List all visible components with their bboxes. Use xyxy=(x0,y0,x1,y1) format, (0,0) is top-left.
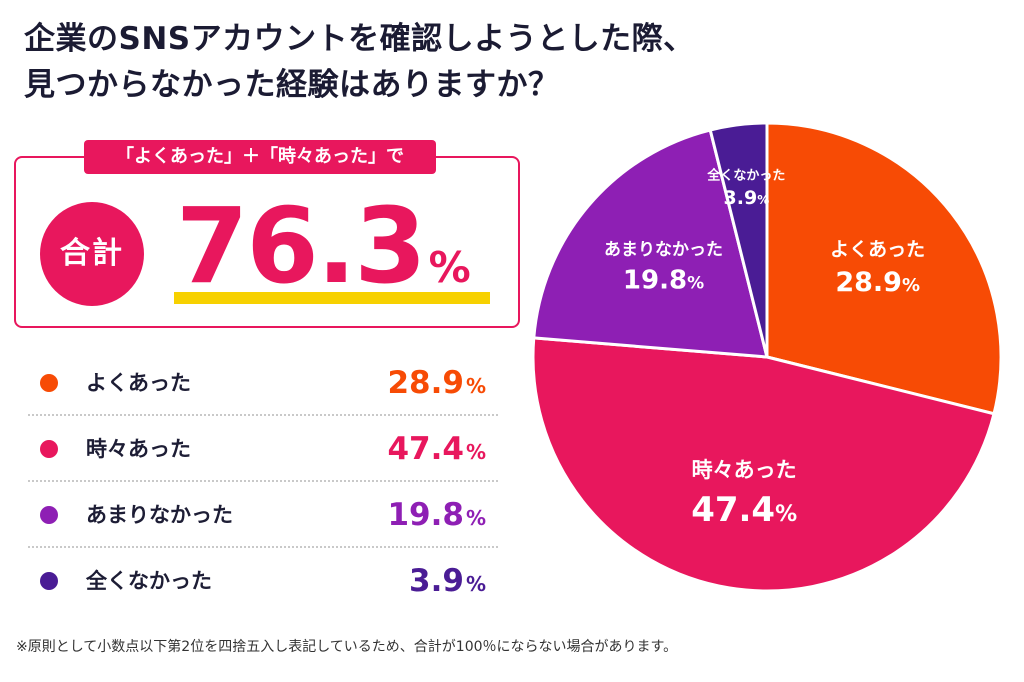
pie-slice-value: 19.8% xyxy=(623,266,704,296)
legend-dot xyxy=(40,440,58,458)
total-badge: 合計 xyxy=(40,202,144,306)
total-percent-sign: % xyxy=(428,243,471,292)
legend-value-number: 28.9 xyxy=(387,365,464,401)
legend-dot xyxy=(40,506,58,524)
pie-slice-value: 28.9% xyxy=(835,267,920,298)
legend-dot xyxy=(40,374,58,392)
legend-label: あまりなかった xyxy=(86,503,233,527)
pie-slice xyxy=(708,121,769,358)
pie-slice-label: あまりなかった xyxy=(604,240,723,260)
pie-slice-label: 時々あった xyxy=(692,458,797,482)
legend-percent-sign: % xyxy=(465,374,486,398)
legend-value: 3.9% xyxy=(409,548,486,617)
pie-slice xyxy=(532,128,769,359)
footnote: ※原則として小数点以下第2位を四捨五入し表記しているため、合計が100％にならな… xyxy=(16,639,678,655)
total-value: 76.3% xyxy=(176,186,471,306)
pie-slice-value: 3.9% xyxy=(724,187,770,209)
pie-slice-label: 全くなかった xyxy=(706,167,785,183)
legend-percent-sign: % xyxy=(465,440,486,464)
legend-row-mattaku: 全くなかった 3.9% xyxy=(28,548,498,614)
legend-dot xyxy=(40,572,58,590)
legend-label: よくあった xyxy=(86,371,191,395)
legend-value: 19.8% xyxy=(387,482,486,551)
pie-chart: よくあった 28.9% 時々あった 47.4% あまりなかった 19.8% 全くなかった 3.… xyxy=(531,121,1003,593)
pie-slice-value: 47.4% xyxy=(691,490,797,530)
legend-value: 28.9% xyxy=(387,350,486,419)
legend-row-yoku: よくあった 28.9% xyxy=(28,350,498,416)
legend-row-tokidoki: 時々あった 47.4% xyxy=(28,416,498,482)
total-number: 76.3 xyxy=(176,185,427,307)
title-line-1: 企業のSNSアカウントを確認しようとした際、 xyxy=(24,21,695,57)
legend-value-number: 3.9 xyxy=(409,563,464,599)
title-line-2: 見つからなかった経験はありますか？ xyxy=(24,67,560,103)
legend-value-number: 19.8 xyxy=(387,497,464,533)
pie-slice-label: よくあった xyxy=(830,239,925,261)
summary-caption: 「よくあった」＋「時々あった」で xyxy=(84,140,436,174)
total-underline xyxy=(174,292,490,304)
legend-value-number: 47.4 xyxy=(387,431,464,467)
legend-row-amari: あまりなかった 19.8% xyxy=(28,482,498,548)
pie-slice xyxy=(531,336,996,593)
legend-percent-sign: % xyxy=(465,572,486,596)
legend-percent-sign: % xyxy=(465,506,486,530)
legend-label: 全くなかった xyxy=(86,569,212,593)
legend-label: 時々あった xyxy=(86,437,191,461)
pie-slice xyxy=(765,121,1003,416)
chart-title: 企業のSNSアカウントを確認しようとした際、 見つからなかった経験はありますか？ xyxy=(24,16,704,108)
legend: よくあった 28.9% 時々あった 47.4% あまりなかった 19.8% 全く… xyxy=(28,350,498,614)
legend-value: 47.4% xyxy=(387,416,486,485)
